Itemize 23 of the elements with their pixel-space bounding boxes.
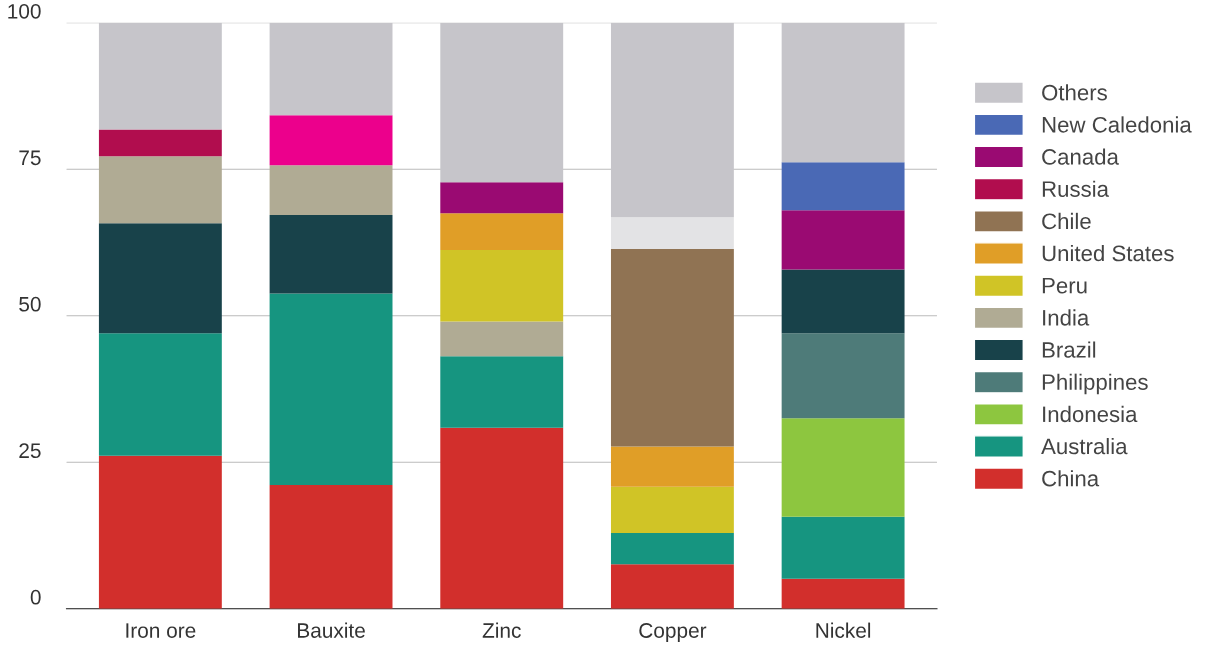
legend-label: Others xyxy=(1042,84,1107,101)
legend-label: Australia xyxy=(1041,437,1128,455)
x-tick-label: Nickel xyxy=(816,622,871,638)
legend-label: Canada xyxy=(1042,148,1119,165)
legend-label: India xyxy=(1043,309,1090,326)
legend-label: United States xyxy=(1042,244,1174,262)
legend-label: Brazil xyxy=(1042,341,1096,358)
legend-label: Peru xyxy=(1042,277,1087,294)
x-tick-label: Zinc xyxy=(482,622,521,638)
x-tick-label: Iron ore xyxy=(126,623,196,638)
legend-label: China xyxy=(1042,470,1100,487)
y-tick-label: 100 xyxy=(8,3,41,19)
legend-label: Indonesia xyxy=(1043,405,1138,423)
legend-label: Philippines xyxy=(1042,373,1148,395)
y-tick-label: 50 xyxy=(19,296,41,312)
x-tick-label: Bauxite xyxy=(298,622,365,638)
legend-label: Chile xyxy=(1042,212,1091,230)
x-tick-label: Copper xyxy=(639,623,707,642)
legend-label: Russia xyxy=(1042,180,1109,197)
y-tick-label: 75 xyxy=(19,150,41,166)
y-tick-label: 25 xyxy=(19,443,41,459)
legend-label: New Caledonia xyxy=(1042,116,1192,133)
y-tick-label: 0 xyxy=(30,589,41,605)
